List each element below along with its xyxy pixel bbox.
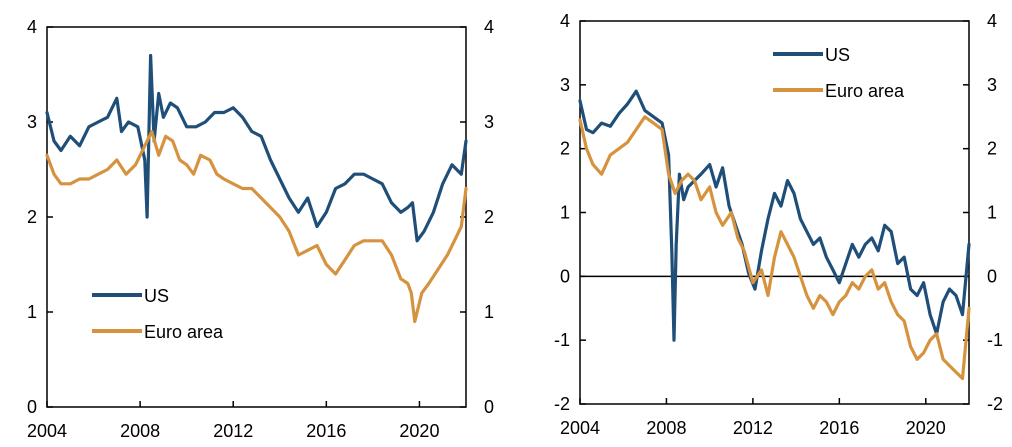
y-tick-label-left: 3 <box>560 75 570 95</box>
y-tick-label-right: 0 <box>987 266 997 286</box>
series-line-us <box>45 53 468 243</box>
y-tick-label-right: 3 <box>484 112 494 132</box>
x-tick-label: 2016 <box>306 421 346 441</box>
x-tick-label: 2020 <box>399 421 439 441</box>
y-tick-label-left: -1 <box>554 330 570 350</box>
y-tick-label-left: 0 <box>560 266 570 286</box>
x-tick-label: 2004 <box>560 418 600 438</box>
legend-label: US <box>144 286 169 306</box>
y-tick-label-left: 4 <box>27 17 37 37</box>
y-tick-label-right: -2 <box>987 394 1003 414</box>
x-tick-label: 2020 <box>906 418 946 438</box>
y-tick-label-left: -2 <box>554 394 570 414</box>
legend-label: Euro area <box>825 81 905 101</box>
y-tick-label-right: 0 <box>484 397 494 417</box>
x-tick-label: 2012 <box>733 418 773 438</box>
y-tick-label-right: 1 <box>987 203 997 223</box>
y-tick-label-right: 1 <box>484 302 494 322</box>
legend-label: Euro area <box>144 322 224 342</box>
y-tick-label-left: 3 <box>27 112 37 132</box>
x-tick-label: 2004 <box>27 421 67 441</box>
y-tick-label-left: 1 <box>27 302 37 322</box>
series-line-euro-area <box>578 115 971 381</box>
legend-label: US <box>825 45 850 65</box>
y-tick-label-left: 4 <box>560 11 570 31</box>
plot-frame <box>46 26 467 408</box>
y-tick-label-left: 2 <box>560 139 570 159</box>
right-chart-panel: -2 -1 0 1 2 3 4 -2 -1 0 1 2 3 4 2004 2008 2012 2016 2020 US… <box>554 11 1003 438</box>
x-tick-label: 2008 <box>646 418 686 438</box>
y-tick-label-right: 3 <box>987 75 997 95</box>
y-tick-label-right: 4 <box>987 11 997 31</box>
x-tick-label: 2016 <box>819 418 859 438</box>
y-tick-label-right: 2 <box>484 207 494 227</box>
y-tick-label-left: 0 <box>27 397 37 417</box>
x-tick-label: 2012 <box>213 421 253 441</box>
y-tick-label-left: 2 <box>27 207 37 227</box>
left-chart-panel: 0 1 2 3 4 0 1 2 3 4 2004 2008 2012 2016 2020 US Euro are… <box>27 17 494 441</box>
y-tick-label-right: 2 <box>987 139 997 159</box>
x-tick-label: 2008 <box>120 421 160 441</box>
y-tick-label-right: 4 <box>484 17 494 37</box>
series-line-us <box>578 89 971 342</box>
y-tick-label-right: -1 <box>987 330 1003 350</box>
series-line-euro-area <box>45 129 468 324</box>
y-tick-label-left: 1 <box>560 203 570 223</box>
